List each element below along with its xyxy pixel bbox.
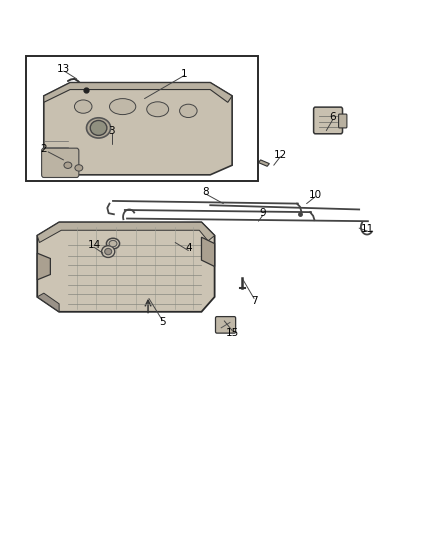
Text: 15: 15: [226, 328, 239, 338]
Text: 3: 3: [108, 126, 115, 135]
Ellipse shape: [75, 165, 83, 171]
Polygon shape: [201, 237, 215, 266]
FancyBboxPatch shape: [339, 114, 347, 128]
Text: 13: 13: [57, 64, 70, 74]
Polygon shape: [37, 293, 59, 312]
Ellipse shape: [64, 162, 72, 168]
Ellipse shape: [105, 248, 112, 255]
FancyBboxPatch shape: [215, 317, 236, 333]
Ellipse shape: [90, 120, 107, 135]
Text: 10: 10: [309, 190, 322, 199]
FancyBboxPatch shape: [314, 107, 343, 134]
FancyBboxPatch shape: [42, 148, 79, 177]
Text: 6: 6: [329, 112, 336, 122]
Text: 5: 5: [159, 318, 166, 327]
Ellipse shape: [74, 100, 92, 114]
Polygon shape: [258, 160, 269, 166]
Ellipse shape: [180, 104, 197, 118]
Text: 2: 2: [40, 144, 47, 154]
Text: 14: 14: [88, 240, 101, 250]
Ellipse shape: [110, 99, 136, 115]
Text: 1: 1: [180, 69, 187, 78]
Polygon shape: [44, 83, 232, 175]
Text: 4: 4: [185, 243, 192, 253]
Polygon shape: [37, 222, 215, 243]
Text: 9: 9: [259, 208, 266, 218]
Polygon shape: [37, 253, 50, 280]
Ellipse shape: [106, 238, 120, 249]
Ellipse shape: [102, 246, 115, 257]
Text: 11: 11: [361, 224, 374, 234]
Text: 7: 7: [251, 296, 258, 306]
Ellipse shape: [109, 240, 117, 247]
Text: 8: 8: [202, 187, 209, 197]
Text: 12: 12: [274, 150, 287, 159]
Polygon shape: [44, 83, 232, 102]
Ellipse shape: [147, 102, 169, 117]
Ellipse shape: [86, 118, 110, 138]
Polygon shape: [37, 222, 215, 312]
Bar: [26, 56, 258, 181]
